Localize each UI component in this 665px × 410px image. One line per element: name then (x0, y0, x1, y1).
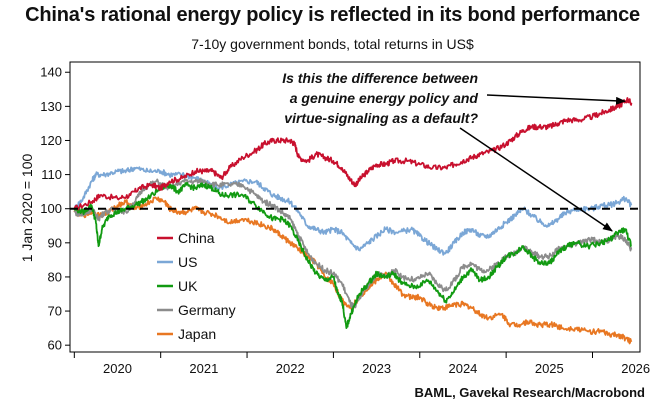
y-tick-label: 100 (40, 201, 62, 216)
annotation-arrow (486, 94, 627, 105)
chart-title: China's rational energy policy is reflec… (25, 4, 640, 26)
x-tick-label: 2026 (621, 361, 650, 376)
x-tick-label: 2021 (189, 361, 218, 376)
x-tick-label: 2024 (448, 361, 477, 376)
x-tick-label: 2020 (103, 361, 132, 376)
y-tick-label: 120 (40, 133, 62, 148)
legend-label-china: China (178, 230, 215, 246)
series-line-us (73, 166, 633, 256)
series-line-japan (73, 196, 633, 345)
chart-subtitle: 7-10y government bonds, total returns in… (191, 36, 474, 52)
annotation-line: Is this the difference between (282, 70, 478, 86)
plot-frame (69, 61, 641, 353)
x-tick-label: 2022 (276, 361, 305, 376)
x-tick-label: 2025 (535, 361, 564, 376)
y-tick-label: 60 (48, 338, 62, 353)
y-tick-label: 130 (40, 99, 62, 114)
legend-label-japan: Japan (178, 326, 216, 342)
legend-label-uk: UK (178, 278, 198, 294)
x-tick-label: 2023 (362, 361, 391, 376)
legend-label-germany: Germany (178, 302, 236, 318)
legend-label-us: US (178, 254, 197, 270)
y-tick-label: 140 (40, 65, 62, 80)
y-tick-label: 90 (48, 235, 62, 250)
series-line-china (73, 97, 633, 211)
y-tick-label: 70 (48, 304, 62, 319)
annotation-arrow (459, 127, 613, 232)
y-tick-label: 110 (41, 167, 62, 182)
annotation-line: a genuine energy policy and (290, 90, 479, 106)
annotation-line: virtue-signaling as a default? (284, 110, 478, 126)
y-tick-label: 80 (48, 269, 62, 284)
source-note: BAML, Gavekal Research/Macrobond (414, 385, 645, 400)
